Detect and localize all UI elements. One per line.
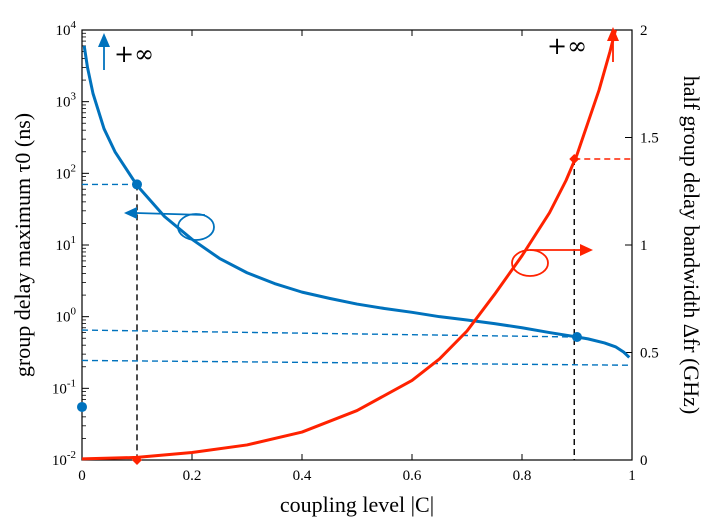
red-up-arrowhead-icon bbox=[607, 27, 619, 41]
x-axis-label: coupling level |C| bbox=[280, 492, 434, 517]
y-right-tick-label: 1.5 bbox=[640, 131, 659, 147]
series-layer bbox=[81, 29, 631, 461]
x-tick-label: 0 bbox=[78, 468, 86, 484]
blue-up-arrowhead-icon bbox=[98, 33, 110, 47]
x-tick-label: 0.8 bbox=[513, 468, 532, 484]
y-right-tick-label: 0.5 bbox=[640, 346, 659, 362]
data-marker bbox=[132, 179, 142, 190]
data-marker bbox=[572, 332, 582, 343]
blue-ellipse-icon bbox=[177, 213, 215, 241]
blue-slanted-ref-lower bbox=[81, 359, 633, 366]
series-line-1 bbox=[81, 29, 617, 461]
x-tick-label: 1 bbox=[628, 468, 636, 484]
right-axis-indicator bbox=[511, 244, 593, 277]
y-axis-left-label: group delay maximum τ0 (ns) bbox=[10, 113, 35, 377]
y-axis-right-label: half group delay bandwidth Δfr (GHz) bbox=[679, 76, 704, 415]
blue-arrow-left-icon bbox=[135, 212, 206, 216]
data-marker bbox=[132, 455, 142, 465]
x-tick-label: 0.2 bbox=[183, 468, 202, 484]
plus-infinity-left: +∞ bbox=[114, 40, 154, 68]
y-left-tick-label: 101 bbox=[56, 234, 77, 254]
y-left-tick-label: 103 bbox=[56, 91, 77, 111]
y-left-tick-label: 100 bbox=[56, 306, 77, 326]
y-left-tick-label: 104 bbox=[56, 19, 77, 39]
reference-lines bbox=[81, 158, 633, 460]
markers-layer bbox=[77, 154, 582, 465]
data-marker bbox=[77, 401, 87, 412]
series-line-0 bbox=[82, 45, 631, 359]
left-axis-indicator bbox=[124, 207, 215, 241]
blue-arrowhead-icon bbox=[124, 207, 137, 219]
blue-slanted-ref-upper bbox=[81, 329, 578, 338]
x-tick-label: 0.6 bbox=[403, 468, 422, 484]
data-marker bbox=[569, 154, 580, 164]
y-left-tick-label: 102 bbox=[56, 162, 77, 182]
plus-infinity-right: +∞ bbox=[547, 32, 587, 60]
x-tick-label: 0.4 bbox=[293, 468, 312, 484]
y-right-tick-label: 2 bbox=[640, 23, 648, 39]
y-right-tick-label: 0 bbox=[640, 453, 648, 469]
infinity-arrows bbox=[98, 27, 619, 70]
y-left-tick-label: 10-1 bbox=[52, 377, 76, 397]
red-arrowhead-icon bbox=[580, 244, 593, 256]
y-right-tick-label: 1 bbox=[640, 238, 648, 254]
plot-frame bbox=[81, 29, 633, 461]
ticks-layer: 0 0.2 0.4 0.6 0.8 1 10-2 10-1 100 101 102 103 104 0 0.… bbox=[52, 19, 659, 484]
y-left-tick-label: 10-2 bbox=[52, 449, 76, 469]
